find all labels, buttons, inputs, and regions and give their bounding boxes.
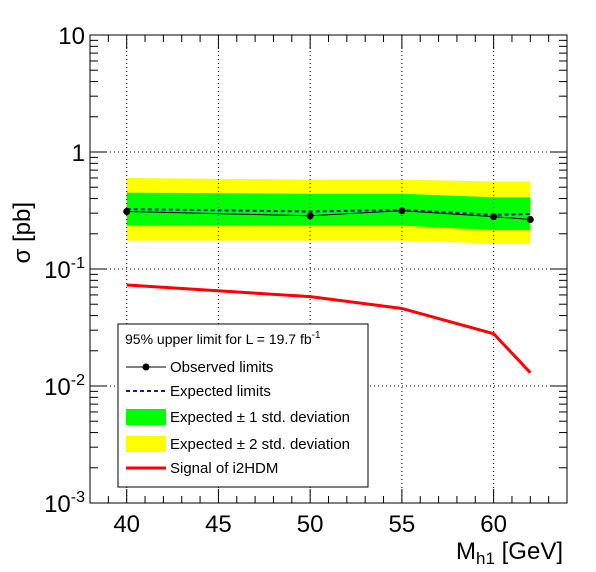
observed-point xyxy=(490,213,498,221)
y-tick-label: 10-2 xyxy=(44,372,85,401)
y-tick-label-exponent: -2 xyxy=(71,372,85,389)
legend-label-signal: Signal of i2HDM xyxy=(170,460,278,477)
band1-area xyxy=(126,192,531,231)
observed-point xyxy=(526,215,534,223)
y-tick-label-base: 10 xyxy=(44,257,71,284)
x-tick-label: 40 xyxy=(113,511,140,538)
data-series xyxy=(123,207,534,374)
legend-label-observed: Observed limits xyxy=(170,359,273,376)
legend-band1-swatch xyxy=(126,409,166,425)
observed-point xyxy=(306,212,314,220)
legend-header-text: 95% upper limit for L = 19.7 fb xyxy=(125,331,312,347)
y-tick-label-base: 10 xyxy=(44,374,71,401)
legend-header: 95% upper limit for L = 19.7 fb-1 xyxy=(125,330,321,347)
legend-label-expected: Expected limits xyxy=(170,383,271,400)
observed-point xyxy=(398,207,406,215)
x-tick-label: 50 xyxy=(297,511,324,538)
x-tick-label: 55 xyxy=(389,511,416,538)
legend-label-band1: Expected ± 1 std. deviation xyxy=(170,409,350,426)
y-axis-label: σ [pb] xyxy=(9,202,36,264)
y-tick-label-base: 1 xyxy=(72,140,85,167)
observed-point xyxy=(123,208,131,216)
legend-label-band2: Expected ± 2 std. deviation xyxy=(170,436,350,453)
x-axis-label: Mh1 [GeV] xyxy=(456,538,563,568)
legend-observed-swatch-marker xyxy=(142,363,150,371)
legend-band2-swatch xyxy=(126,436,166,452)
y-tick-label-exponent: -3 xyxy=(71,489,85,506)
y-tick-label: 10 xyxy=(58,23,85,50)
x-axis-label-main: M xyxy=(456,538,476,565)
legend: 95% upper limit for L = 19.7 fb-1 Observ… xyxy=(117,323,369,488)
x-tick-label: 60 xyxy=(480,511,507,538)
signal-i2hdm-line xyxy=(126,283,532,374)
legend-items: Observed limits Expected limits Expected ±… xyxy=(126,359,350,477)
axis-ticks xyxy=(89,34,568,504)
legend-box xyxy=(117,323,369,488)
y-tick-label: 1 xyxy=(72,140,85,167)
x-axis-label-sub: h1 xyxy=(476,549,495,568)
y-tick-label: 10-1 xyxy=(44,255,85,284)
uncertainty-bands xyxy=(126,177,531,244)
y-tick-label-exponent: -1 xyxy=(71,255,85,272)
x-axis-label-unit: [GeV] xyxy=(495,538,563,565)
x-tick-label: 45 xyxy=(205,511,232,538)
legend-header-sup: -1 xyxy=(312,330,321,341)
y-tick-label-base: 10 xyxy=(58,23,85,50)
y-tick-label-base: 10 xyxy=(44,491,71,518)
y-tick-label: 10-3 xyxy=(44,489,85,518)
